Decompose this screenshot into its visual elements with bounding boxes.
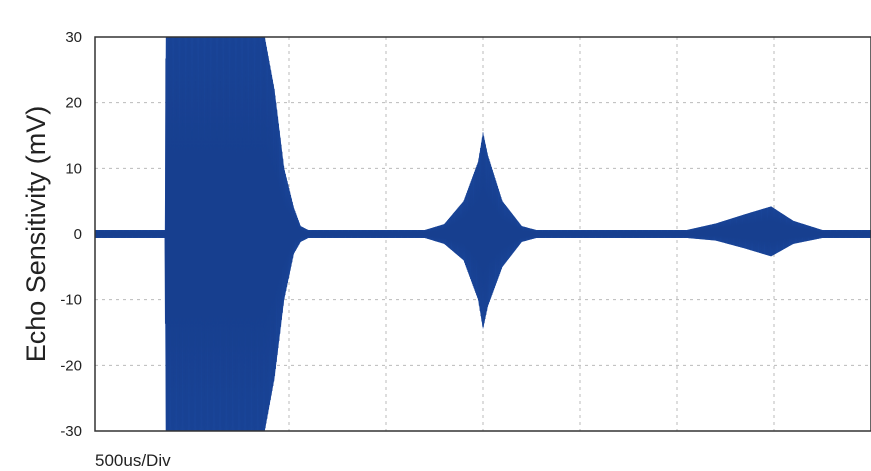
y-tick-label: -30 <box>60 423 82 440</box>
y-tick-label: 20 <box>65 95 82 112</box>
y-tick-label: 10 <box>65 160 82 177</box>
y-tick-label: -20 <box>60 357 82 374</box>
y-axis-label: Echo Sensitivity (mV) <box>21 106 51 363</box>
y-tick-label: 0 <box>74 226 82 243</box>
plot-frame <box>94 36 871 432</box>
y-axis-ticks: 30 20 10 0 -10 -20 -30 <box>60 29 82 440</box>
y-tick-label: 30 <box>65 29 82 46</box>
x-axis-label: 500us/Div <box>95 451 171 470</box>
y-tick-label: -10 <box>60 292 82 309</box>
signal-series <box>94 36 871 432</box>
